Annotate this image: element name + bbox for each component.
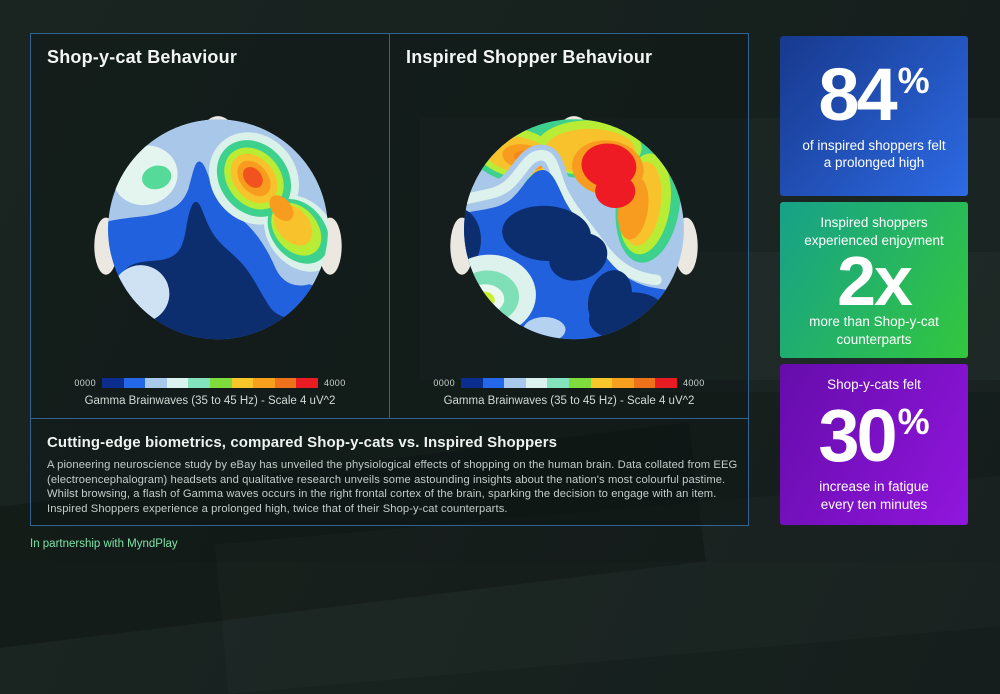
eeg-topography-inspired — [450, 116, 698, 340]
eeg-topography-shopycat — [94, 116, 342, 340]
stat-number: 84 — [818, 52, 897, 136]
panel-title-shopycat: Shop-y-cat Behaviour — [47, 47, 238, 67]
stat-caption: of inspired shoppers felt a prolonged hi… — [802, 137, 946, 171]
stat-value: 2x — [837, 242, 913, 321]
scale-caption-inspired: Gamma Brainwaves (35 to 45 Hz) - Scale 4… — [443, 395, 695, 407]
panel-shopycat: Shop-y-cat Behaviour — [31, 34, 390, 418]
stat-card-prolonged-high: 84 % of inspired shoppers felt a prolong… — [780, 36, 968, 196]
panel-inspired-shopper: Inspired Shopper Behaviour — [390, 34, 748, 418]
stat-number: 30 — [818, 393, 897, 477]
stat-percent-sign: % — [897, 400, 930, 442]
colormap-bar — [102, 378, 318, 388]
stat-top-label: Inspired shoppers experienced enjoyment — [804, 215, 944, 248]
partnership-note: In partnership with MyndPlay — [30, 538, 178, 550]
summary-body: A pioneering neuroscience study by eBay … — [47, 459, 738, 515]
stat-value: 84 % — [818, 52, 930, 136]
stat-card-fatigue: Shop-y-cats felt 30 % increase in fatigu… — [780, 364, 968, 525]
charts-row: Shop-y-cat Behaviour — [31, 34, 748, 419]
panel-title-inspired: Inspired Shopper Behaviour — [406, 47, 653, 67]
stat-number: 2x — [837, 242, 913, 321]
summary-section: Cutting-edge biometrics, compared Shop-y… — [31, 419, 748, 516]
stat-percent-sign: % — [897, 59, 930, 101]
scale-max-label: 4000 — [324, 378, 346, 388]
stat-value: 30 % — [818, 393, 930, 477]
color-scale-inspired: 0000 4000 — [390, 378, 748, 388]
scale-max-label: 4000 — [683, 378, 705, 388]
infographic-frame: Shop-y-cat Behaviour — [30, 33, 749, 526]
summary-heading: Cutting-edge biometrics, compared Shop-y… — [47, 434, 558, 451]
colormap-bar — [461, 378, 677, 388]
stats-column: 84 % of inspired shoppers felt a prolong… — [780, 36, 968, 525]
color-scale-shopycat: 0000 4000 — [31, 378, 389, 388]
scale-min-label: 0000 — [433, 378, 455, 388]
scale-min-label: 0000 — [74, 378, 96, 388]
stat-top-label: Shop-y-cats felt — [827, 377, 921, 392]
scale-caption-shopycat: Gamma Brainwaves (35 to 45 Hz) - Scale 4… — [84, 395, 336, 407]
stat-caption: increase in fatigue every ten minutes — [819, 479, 929, 512]
stat-card-enjoyment: Inspired shoppers experienced enjoyment … — [780, 202, 968, 358]
stat-caption: more than Shop-y-cat counterparts — [809, 314, 939, 347]
